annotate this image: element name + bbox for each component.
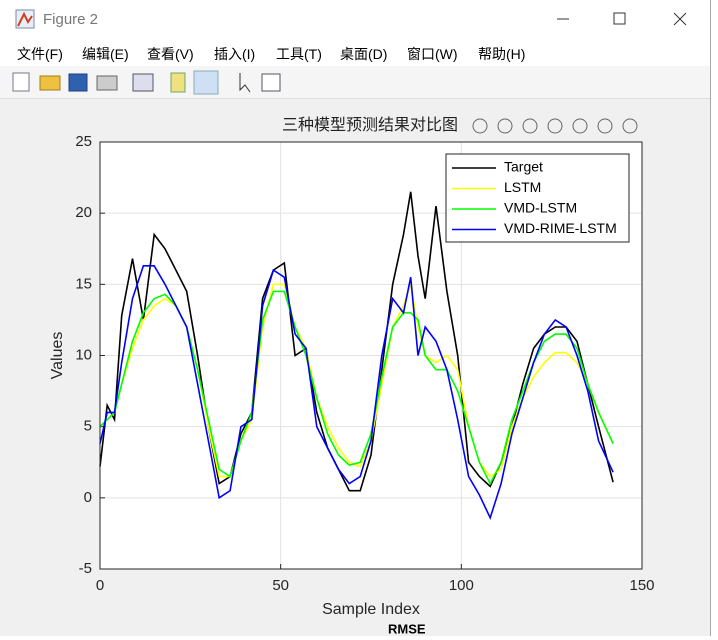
property-icon[interactable] — [261, 73, 281, 92]
y-tick-label: 10 — [75, 346, 92, 363]
title-bar-graphics: Figure 2 — [15, 9, 687, 29]
colorbar-icon[interactable] — [170, 72, 186, 93]
title-bar: Figure 2 — [0, 0, 710, 38]
legend-icon[interactable] — [193, 70, 219, 95]
x-axis-label: Sample Index — [322, 601, 420, 618]
maximize-button[interactable] — [613, 12, 626, 25]
menu-item[interactable]: 窗口(W) — [407, 46, 458, 62]
legend-label: Target — [504, 159, 543, 175]
menu-item[interactable]: 编辑(E) — [82, 46, 129, 62]
x-tick-label: 0 — [96, 577, 104, 594]
chart-title: 三种模型预测结果对比图 — [282, 116, 458, 134]
menu-item[interactable]: 帮助(H) — [478, 46, 526, 62]
menu-item[interactable]: 文件(F) — [17, 46, 63, 62]
menu-item[interactable]: 查看(V) — [147, 46, 194, 62]
menu-item[interactable]: 插入(I) — [214, 46, 256, 62]
axes-toolbar-icon — [622, 118, 638, 134]
toolbar — [0, 66, 710, 99]
toolbar-icons — [12, 70, 281, 95]
background-window: RMSE — [388, 621, 426, 636]
close-button[interactable] — [673, 12, 687, 26]
axes-toolbar-icon — [547, 118, 563, 134]
y-tick-label: 0 — [84, 489, 92, 506]
window-title: Figure 2 — [43, 11, 98, 28]
axes-toolbar-icon — [572, 118, 588, 134]
axes-box — [99, 141, 643, 570]
print-icon[interactable] — [96, 75, 118, 91]
save-icon[interactable] — [68, 73, 88, 92]
axes-toolbar-icon — [497, 118, 513, 134]
legend-label: LSTM — [504, 179, 541, 195]
app-icon-graph — [17, 11, 33, 27]
x-tick-label: 150 — [629, 577, 654, 594]
axes-toolbar-icon — [522, 118, 538, 134]
legend-label: VMD-RIME-LSTM — [504, 220, 617, 236]
y-axis-label: Values — [49, 332, 66, 380]
y-tick-label: -5 — [79, 560, 92, 577]
series-line — [99, 265, 614, 520]
axes-toolbar-icon — [472, 118, 488, 134]
background-text: RMSE — [388, 621, 426, 636]
new-icon[interactable] — [12, 72, 30, 92]
y-tick-label: 5 — [84, 418, 92, 435]
menu-item[interactable]: 工具(T) — [276, 46, 322, 62]
open-icon[interactable] — [39, 75, 61, 91]
y-tick-label: 20 — [75, 204, 92, 221]
menu-item[interactable]: 桌面(D) — [340, 46, 388, 62]
x-tick-label: 100 — [449, 577, 474, 594]
axes-toolbar-icon — [597, 118, 613, 134]
legend-label: VMD-LSTM — [504, 200, 577, 216]
y-tick-label: 25 — [75, 133, 92, 150]
pointer-icon[interactable] — [239, 73, 251, 93]
menu-bar: 文件(F) 编辑(E) 查看(V) 插入(I) 工具(T) 桌面(D) 窗口(W) 帮助(H) — [0, 38, 710, 66]
link-icon[interactable] — [132, 73, 154, 92]
app-icon — [15, 9, 35, 29]
series-line — [99, 191, 614, 492]
y-tick-label: 15 — [75, 275, 92, 292]
x-tick-label: 50 — [272, 577, 289, 594]
